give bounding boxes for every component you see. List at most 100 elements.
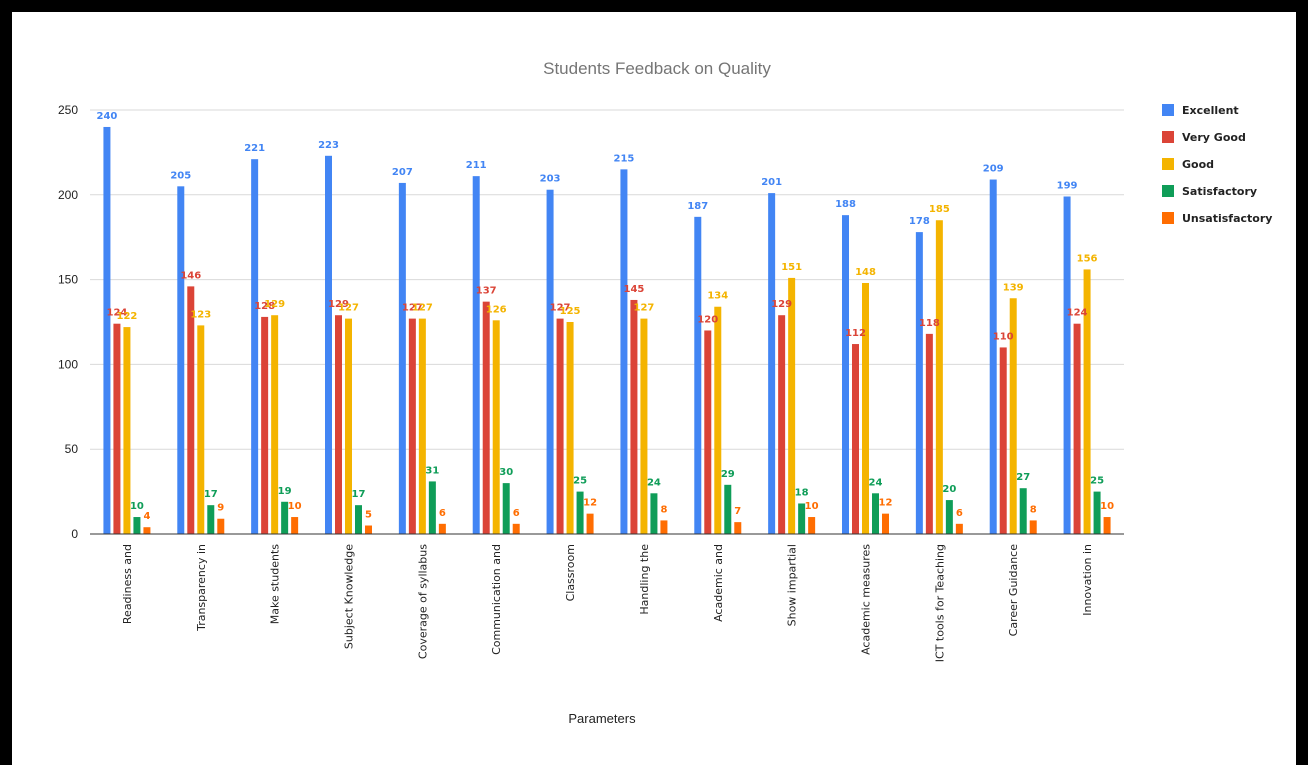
bar-good [492, 320, 500, 534]
legend-swatch [1162, 158, 1174, 170]
bar-satisfactory [798, 503, 806, 534]
data-label: 8 [1030, 504, 1037, 515]
legend-swatch [1162, 131, 1174, 143]
bar-excellent [915, 232, 923, 534]
bar-good [714, 306, 722, 534]
data-label: 187 [687, 201, 708, 212]
data-labels: 2401241221042051461231792211281291910223… [96, 111, 1114, 522]
x-tick-label: Show impartial [786, 544, 799, 626]
data-label: 129 [328, 299, 349, 310]
bar-unsatisfactory [217, 518, 225, 534]
bar-satisfactory [1019, 488, 1027, 534]
bar-very-good [335, 315, 342, 534]
data-label: 30 [499, 467, 513, 478]
x-axis-ticks: Readiness and Transparency in Make student… [121, 544, 1094, 662]
data-label: 188 [835, 199, 856, 210]
bar-unsatisfactory [143, 527, 151, 534]
legend-swatch [1162, 104, 1174, 116]
y-tick-label: 50 [65, 442, 79, 456]
bar-unsatisfactory [660, 520, 668, 534]
bar-good [345, 318, 352, 534]
bar-very-good [925, 333, 933, 534]
legend-label: Satisfactory [1182, 185, 1257, 198]
data-label: 5 [365, 510, 372, 521]
bar-very-good [630, 299, 638, 534]
bar-satisfactory [872, 493, 879, 534]
data-label: 110 [993, 331, 1014, 342]
legend-label: Excellent [1182, 104, 1239, 117]
data-label: 178 [909, 216, 930, 227]
x-tick-label: Subject Knowledge [343, 544, 356, 649]
data-label: 12 [879, 498, 893, 509]
bar-excellent [398, 182, 406, 535]
bar-excellent [325, 155, 332, 535]
data-label: 201 [761, 177, 782, 188]
gridlines [90, 109, 1124, 450]
data-label: 127 [550, 303, 571, 314]
data-label: 8 [660, 504, 667, 515]
data-label: 27 [1016, 472, 1030, 483]
x-tick-label: Readiness and [121, 544, 134, 624]
bar-unsatisfactory [1029, 520, 1037, 534]
y-axis-ticks: 0 50 100 150 200 250 [58, 103, 78, 541]
y-tick-label: 250 [58, 103, 78, 117]
data-label: 112 [845, 328, 866, 339]
bar-good [271, 315, 279, 534]
bar-excellent [546, 189, 554, 534]
data-label: 129 [771, 299, 792, 310]
data-label: 139 [1003, 282, 1024, 293]
bar-very-good [704, 330, 712, 534]
bar-satisfactory [724, 484, 732, 534]
bar-unsatisfactory [586, 513, 594, 534]
x-tick-label: Transparency in [195, 544, 208, 632]
x-tick-label: Academic and [712, 544, 725, 622]
data-label: 17 [352, 489, 366, 500]
bar-satisfactory [133, 517, 141, 534]
data-label: 10 [130, 501, 144, 512]
data-label: 122 [116, 311, 137, 322]
bar-good [418, 318, 426, 534]
x-tick-label: Academic measures [860, 544, 873, 655]
bar-unsatisfactory [955, 523, 963, 534]
bar-excellent [620, 169, 628, 535]
bars [103, 126, 1111, 535]
data-label: 10 [288, 501, 302, 512]
data-label: 17 [204, 489, 218, 500]
data-label: 6 [513, 508, 520, 519]
y-tick-label: 0 [71, 527, 78, 541]
data-label: 124 [1067, 308, 1088, 319]
data-label: 211 [466, 160, 487, 171]
legend: Excellent Very Good Good Satisfactory Unsati… [1162, 104, 1272, 225]
data-label: 24 [869, 477, 883, 488]
data-label: 18 [795, 487, 809, 498]
bar-very-good [113, 323, 121, 534]
data-label: 199 [1057, 180, 1078, 191]
bar-good [788, 277, 796, 534]
data-label: 223 [318, 140, 339, 151]
data-label: 6 [956, 508, 963, 519]
bar-good [640, 318, 648, 534]
bar-good [566, 322, 574, 534]
data-label: 4 [143, 511, 150, 522]
y-tick-label: 200 [58, 188, 78, 202]
bar-chart: Students Feedback on Quality 0 50 100 150 20… [58, 59, 1272, 726]
data-label: 209 [983, 164, 1004, 175]
data-label: 6 [439, 508, 446, 519]
data-label: 151 [781, 262, 802, 273]
data-label: 203 [540, 174, 561, 185]
data-label: 185 [929, 204, 950, 215]
bar-satisfactory [428, 481, 436, 534]
bar-unsatisfactory [808, 517, 816, 534]
data-label: 134 [707, 291, 728, 302]
y-tick-label: 150 [58, 273, 78, 287]
x-tick-label: Make students [269, 544, 282, 625]
bar-very-good [852, 344, 859, 534]
chart-title: Students Feedback on Quality [543, 59, 771, 78]
bar-satisfactory [945, 500, 953, 534]
data-label: 128 [254, 301, 275, 312]
bar-unsatisfactory [1103, 517, 1111, 534]
data-label: 25 [573, 476, 587, 487]
bar-satisfactory [650, 493, 658, 534]
bar-very-good [556, 318, 564, 534]
data-label: 205 [170, 170, 191, 181]
